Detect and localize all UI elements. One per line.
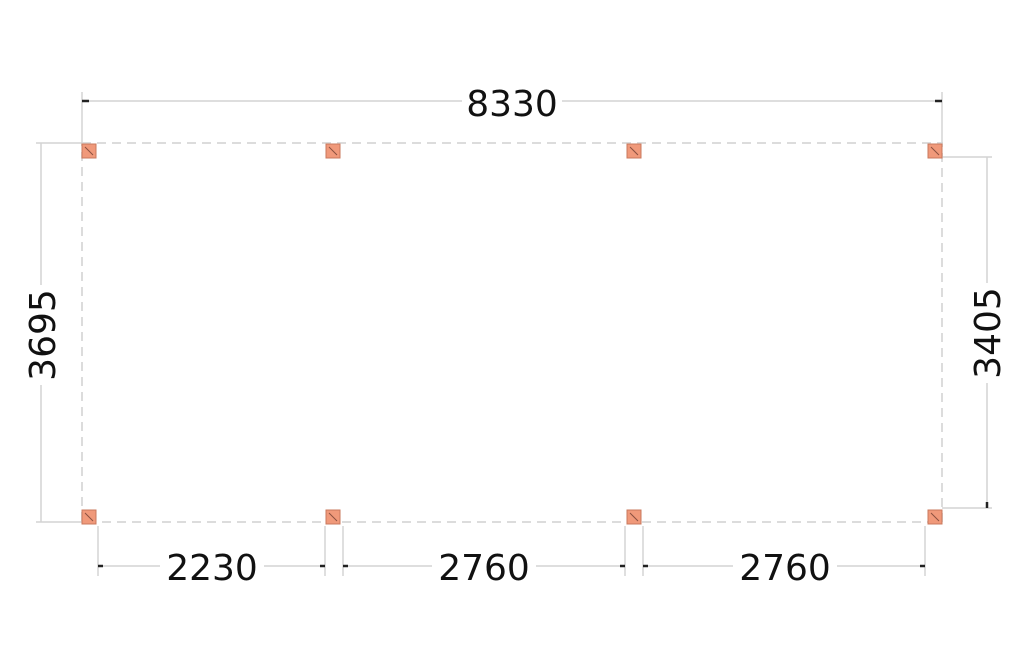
dimension-label: 2230 [166,548,258,589]
roof-outline [81,142,943,523]
post-cross-mark [629,512,639,522]
post-cross-mark [84,146,94,156]
dimension-label: 3695 [23,289,64,381]
dimension-label: 2760 [739,548,831,589]
dimension-label: 8330 [466,84,558,125]
dimension-right-depth: 3405 [942,156,1009,509]
bay-dimension-3: 2760 [643,548,925,589]
post-cross-mark [930,512,940,522]
post-cross-mark [84,512,94,522]
post-cross-mark [629,146,639,156]
dimension-label: 2760 [438,548,530,589]
post-cross-mark [930,146,940,156]
dimension-bays: 2230 2760 2760 [97,526,926,589]
bay-dimension-2: 2760 [343,548,625,589]
dimension-left-depth: 3695 [22,142,82,523]
post-cross-mark [328,146,338,156]
post-cross-mark [328,512,338,522]
dimension-overall-width: 8330 [81,84,943,143]
dimension-label: 3405 [968,287,1009,379]
bay-dimension-1: 2230 [98,548,325,589]
posts [81,143,943,525]
